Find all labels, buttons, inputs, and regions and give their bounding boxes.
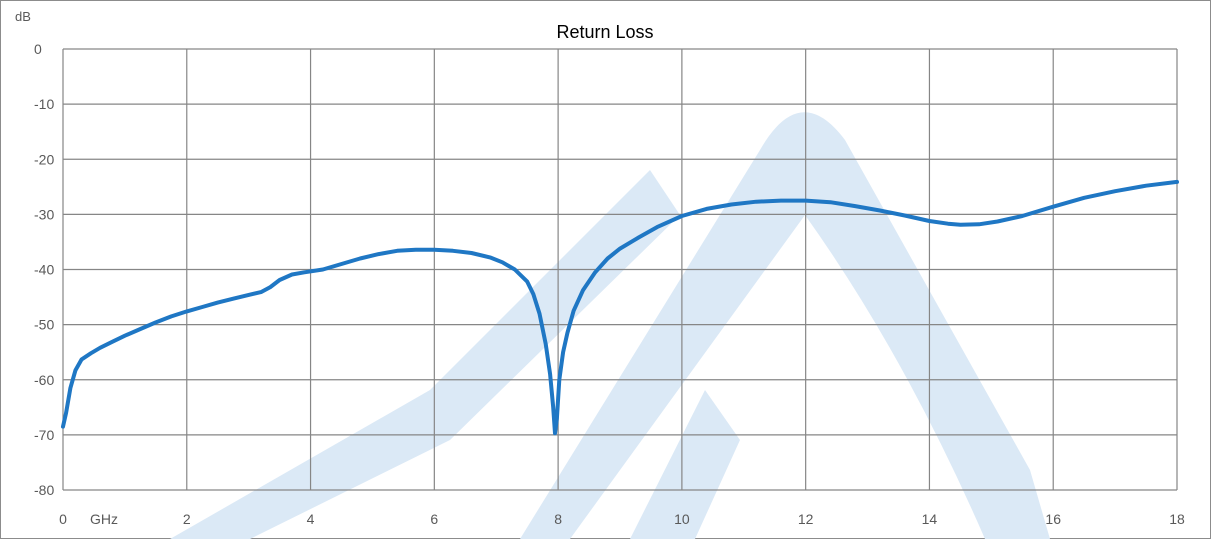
y-tick-labels: 0 -10 -20 -30 -40 -50 -60 -70 -80 xyxy=(34,41,54,498)
x-tick-label: 2 xyxy=(183,511,191,527)
x-tick-label: 12 xyxy=(798,511,814,527)
y-tick-label: -20 xyxy=(34,151,54,167)
watermark-shape xyxy=(170,170,680,539)
y-tick-label: -10 xyxy=(34,96,54,112)
y-tick-label: -80 xyxy=(34,482,54,498)
x-axis-unit-label: GHz xyxy=(90,511,118,527)
y-tick-label: -40 xyxy=(34,262,54,278)
y-tick-label: -60 xyxy=(34,372,54,388)
watermark-shape xyxy=(520,112,1050,539)
return-loss-series-line xyxy=(61,179,1179,436)
x-tick-label: 10 xyxy=(674,511,690,527)
y-tick-label: -70 xyxy=(34,427,54,443)
grid-lines xyxy=(62,48,1178,491)
x-tick-label: 18 xyxy=(1169,511,1185,527)
x-tick-label: 6 xyxy=(430,511,438,527)
series-layer xyxy=(61,179,1179,436)
watermark-shape xyxy=(630,390,740,539)
x-tick-labels: 0 2 4 6 8 10 12 14 16 18 xyxy=(59,511,1185,527)
y-tick-label: -50 xyxy=(34,317,54,333)
x-tick-label: 16 xyxy=(1045,511,1061,527)
y-tick-label: -30 xyxy=(34,206,54,222)
x-tick-label: 4 xyxy=(307,511,315,527)
watermark-logo xyxy=(170,112,1050,539)
y-axis-unit-label: dB xyxy=(15,9,31,24)
x-tick-label: 8 xyxy=(554,511,562,527)
chart-title: Return Loss xyxy=(556,22,653,42)
y-tick-label: 0 xyxy=(34,41,42,57)
x-tick-label: 0 xyxy=(59,511,67,527)
x-tick-label: 14 xyxy=(922,511,938,527)
